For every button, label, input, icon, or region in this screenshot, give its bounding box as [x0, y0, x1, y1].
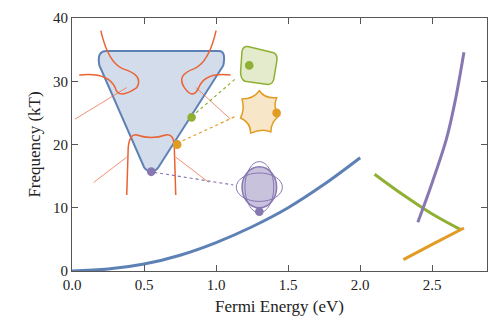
- svg-text:Frequency (kT): Frequency (kT): [25, 91, 44, 197]
- svg-text:40: 40: [53, 10, 68, 26]
- svg-text:0.0: 0.0: [63, 277, 82, 293]
- svg-text:Fermi Energy (eV): Fermi Energy (eV): [215, 297, 344, 316]
- svg-text:1.5: 1.5: [279, 277, 298, 293]
- svg-text:0: 0: [61, 263, 69, 279]
- svg-text:2.0: 2.0: [351, 277, 370, 293]
- svg-text:10: 10: [53, 200, 68, 216]
- svg-text:20: 20: [53, 137, 68, 153]
- svg-text:0.5: 0.5: [135, 277, 154, 293]
- svg-text:1.0: 1.0: [207, 277, 226, 293]
- svg-text:30: 30: [53, 74, 68, 90]
- svg-text:2.5: 2.5: [423, 277, 442, 293]
